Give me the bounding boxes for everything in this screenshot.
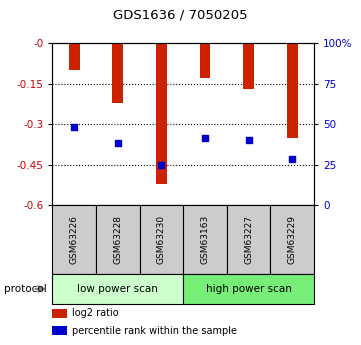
Point xyxy=(158,162,164,168)
Text: high power scan: high power scan xyxy=(206,284,292,294)
Text: GSM63227: GSM63227 xyxy=(244,215,253,264)
Bar xyxy=(52,274,183,304)
Bar xyxy=(112,43,123,102)
Text: low power scan: low power scan xyxy=(77,284,158,294)
Bar xyxy=(287,43,298,138)
Bar xyxy=(183,205,227,274)
Text: GSM63229: GSM63229 xyxy=(288,215,297,264)
Bar xyxy=(183,274,314,304)
Bar xyxy=(156,43,167,184)
Bar xyxy=(227,205,270,274)
Point xyxy=(71,124,77,130)
Text: GSM63163: GSM63163 xyxy=(200,215,209,264)
Text: protocol: protocol xyxy=(4,284,46,294)
Point xyxy=(202,135,208,140)
Point xyxy=(246,138,252,143)
Bar xyxy=(140,205,183,274)
Text: GSM63230: GSM63230 xyxy=(157,215,166,264)
Point xyxy=(115,140,121,146)
Text: GSM63226: GSM63226 xyxy=(70,215,79,264)
Bar xyxy=(52,326,67,335)
Bar xyxy=(52,309,67,318)
Text: log2 ratio: log2 ratio xyxy=(72,308,119,318)
Text: GDS1636 / 7050205: GDS1636 / 7050205 xyxy=(113,9,248,22)
Point xyxy=(290,157,295,162)
Bar xyxy=(200,43,210,78)
Bar xyxy=(69,43,80,70)
Bar xyxy=(243,43,254,89)
Bar xyxy=(96,205,140,274)
Text: percentile rank within the sample: percentile rank within the sample xyxy=(72,326,237,335)
Bar xyxy=(52,205,96,274)
Text: GSM63228: GSM63228 xyxy=(113,215,122,264)
Bar xyxy=(270,205,314,274)
